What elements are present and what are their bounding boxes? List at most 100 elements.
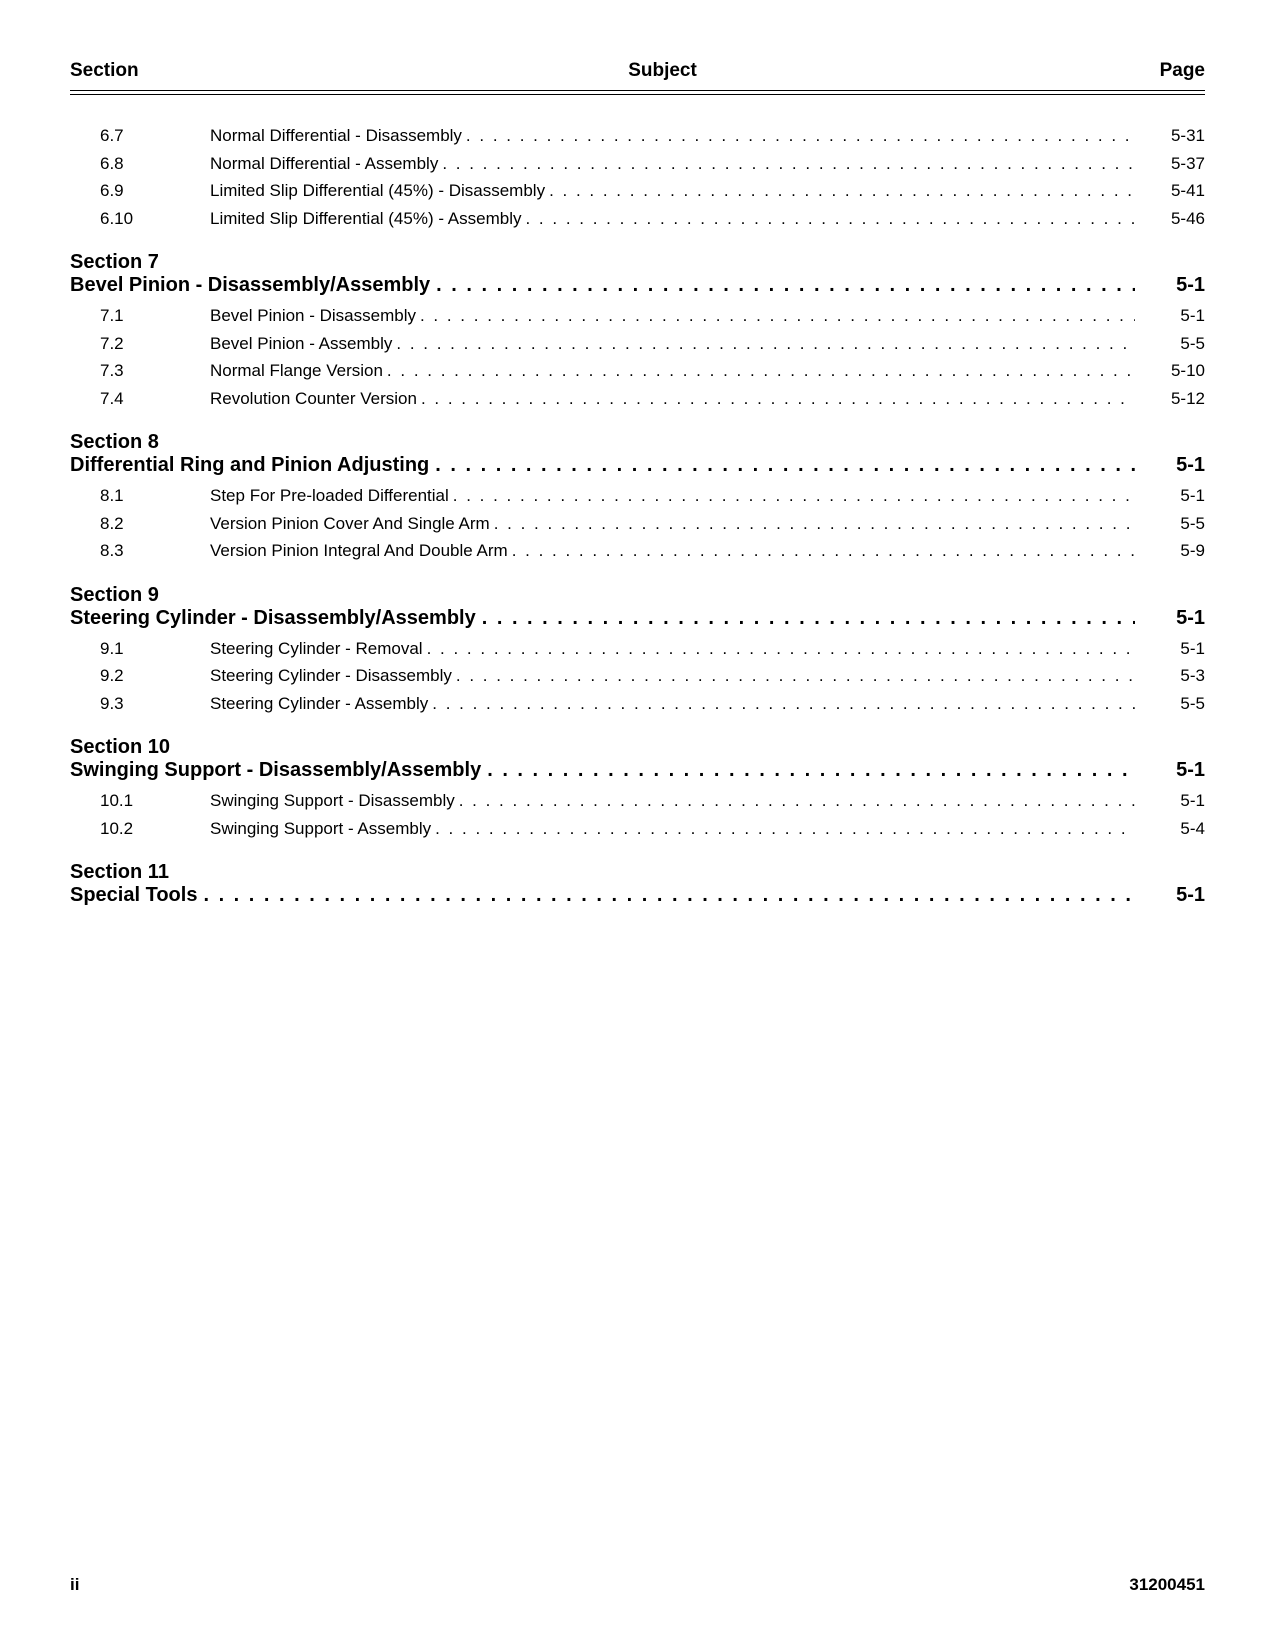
toc-entry-page: 5-41: [1135, 178, 1205, 204]
toc-entry-page: 5-46: [1135, 206, 1205, 232]
toc-entry-number: 8.2: [70, 511, 210, 537]
toc-entry-number: 7.4: [70, 386, 210, 412]
toc-entry: 9.3Steering Cylinder - Assembly. . . . .…: [70, 691, 1205, 717]
toc-entry: 8.2Version Pinion Cover And Single Arm. …: [70, 511, 1205, 537]
toc-dot-leader: . . . . . . . . . . . . . . . . . . . . …: [476, 607, 1135, 630]
toc-entry: 8.1Step For Pre-loaded Differential. . .…: [70, 483, 1205, 509]
toc-dot-leader: . . . . . . . . . . . . . . . . . . . . …: [462, 123, 1135, 149]
toc-entry-page: 5-5: [1135, 511, 1205, 537]
toc-entry-number: 7.1: [70, 303, 210, 329]
toc-dot-leader: . . . . . . . . . . . . . . . . . . . . …: [455, 788, 1135, 814]
section-heading: Section 11Special Tools. . . . . . . . .…: [70, 861, 1205, 907]
toc-entry-page: 5-4: [1135, 816, 1205, 842]
section-heading-row: Bevel Pinion - Disassembly/Assembly. . .…: [70, 274, 1205, 297]
toc-entry-title: Normal Differential - Assembly: [210, 151, 438, 177]
toc-entry-title: Revolution Counter Version: [210, 386, 417, 412]
toc-entry: 9.2Steering Cylinder - Disassembly. . . …: [70, 663, 1205, 689]
toc-entry: 7.2Bevel Pinion - Assembly. . . . . . . …: [70, 331, 1205, 357]
toc-entry-page: 5-12: [1135, 386, 1205, 412]
header-double-rule: [70, 90, 1205, 95]
toc-entry-page: 5-9: [1135, 538, 1205, 564]
toc-dot-leader: . . . . . . . . . . . . . . . . . . . . …: [430, 274, 1135, 297]
section-heading-page: 5-1: [1135, 884, 1205, 907]
section-heading-title: Steering Cylinder - Disassembly/Assembly: [70, 607, 476, 630]
toc-entry-title: Step For Pre-loaded Differential: [210, 483, 449, 509]
toc-entry-page: 5-3: [1135, 663, 1205, 689]
toc-entry: 6.8Normal Differential - Assembly. . . .…: [70, 151, 1205, 177]
toc-dot-leader: . . . . . . . . . . . . . . . . . . . . …: [416, 303, 1135, 329]
toc-entry: 7.4Revolution Counter Version. . . . . .…: [70, 386, 1205, 412]
toc-entry-page: 5-1: [1135, 303, 1205, 329]
section-heading: Section 7Bevel Pinion - Disassembly/Asse…: [70, 251, 1205, 297]
toc-entry-title: Normal Flange Version: [210, 358, 383, 384]
section-heading-number: Section 10: [70, 736, 1205, 759]
toc-dot-leader: . . . . . . . . . . . . . . . . . . . . …: [431, 816, 1135, 842]
toc-dot-leader: . . . . . . . . . . . . . . . . . . . . …: [490, 511, 1135, 537]
toc-entry-page: 5-1: [1135, 636, 1205, 662]
section-heading-row: Swinging Support - Disassembly/Assembly.…: [70, 759, 1205, 782]
toc-dot-leader: . . . . . . . . . . . . . . . . . . . . …: [392, 331, 1135, 357]
header-section-label: Section: [70, 60, 220, 82]
header-page-label: Page: [1105, 60, 1205, 82]
toc-entry-number: 6.9: [70, 178, 210, 204]
footer-page-number: ii: [70, 1575, 79, 1595]
toc-entry: 10.1Swinging Support - Disassembly. . . …: [70, 788, 1205, 814]
toc-entry-title: Limited Slip Differential (45%) - Assemb…: [210, 206, 521, 232]
section-heading-number: Section 7: [70, 251, 1205, 274]
toc-dot-leader: . . . . . . . . . . . . . . . . . . . . …: [428, 691, 1135, 717]
toc-entry-title: Version Pinion Cover And Single Arm: [210, 511, 490, 537]
toc-entry-number: 10.1: [70, 788, 210, 814]
toc-entry: 7.1Bevel Pinion - Disassembly. . . . . .…: [70, 303, 1205, 329]
toc-dot-leader: . . . . . . . . . . . . . . . . . . . . …: [481, 759, 1135, 782]
toc-entry-title: Swinging Support - Disassembly: [210, 788, 455, 814]
toc-entry-title: Swinging Support - Assembly: [210, 816, 431, 842]
toc-entry-page: 5-37: [1135, 151, 1205, 177]
toc-entry-number: 9.1: [70, 636, 210, 662]
section-heading-title: Differential Ring and Pinion Adjusting: [70, 454, 429, 477]
toc-entry-number: 9.2: [70, 663, 210, 689]
toc-entry-title: Steering Cylinder - Assembly: [210, 691, 428, 717]
section-heading-page: 5-1: [1135, 274, 1205, 297]
toc-entry: 8.3Version Pinion Integral And Double Ar…: [70, 538, 1205, 564]
toc-entry-number: 7.3: [70, 358, 210, 384]
section-heading-page: 5-1: [1135, 607, 1205, 630]
section-heading-number: Section 8: [70, 431, 1205, 454]
section-heading-title: Special Tools: [70, 884, 197, 907]
toc-entry-number: 10.2: [70, 816, 210, 842]
toc-entry-title: Limited Slip Differential (45%) - Disass…: [210, 178, 545, 204]
toc-entry-page: 5-10: [1135, 358, 1205, 384]
toc-entry-title: Bevel Pinion - Assembly: [210, 331, 392, 357]
toc-entry-number: 8.1: [70, 483, 210, 509]
toc-entry-title: Steering Cylinder - Removal: [210, 636, 423, 662]
toc-entry: 7.3Normal Flange Version. . . . . . . . …: [70, 358, 1205, 384]
toc-dot-leader: . . . . . . . . . . . . . . . . . . . . …: [452, 663, 1135, 689]
toc-entry-number: 9.3: [70, 691, 210, 717]
toc-dot-leader: . . . . . . . . . . . . . . . . . . . . …: [383, 358, 1135, 384]
toc-entry-page: 5-31: [1135, 123, 1205, 149]
section-heading-page: 5-1: [1135, 759, 1205, 782]
toc-dot-leader: . . . . . . . . . . . . . . . . . . . . …: [423, 636, 1135, 662]
page-footer: ii 31200451: [70, 1575, 1205, 1595]
toc-body: 6.7Normal Differential - Disassembly. . …: [70, 123, 1205, 907]
toc-entry-number: 8.3: [70, 538, 210, 564]
toc-entry-page: 5-5: [1135, 691, 1205, 717]
toc-entry-title: Steering Cylinder - Disassembly: [210, 663, 452, 689]
toc-entry-number: 6.8: [70, 151, 210, 177]
section-heading-row: Special Tools. . . . . . . . . . . . . .…: [70, 884, 1205, 907]
toc-entry-page: 5-1: [1135, 483, 1205, 509]
toc-dot-leader: . . . . . . . . . . . . . . . . . . . . …: [197, 884, 1135, 907]
toc-entry-page: 5-1: [1135, 788, 1205, 814]
toc-header-row: Section Subject Page: [70, 60, 1205, 90]
toc-dot-leader: . . . . . . . . . . . . . . . . . . . . …: [545, 178, 1135, 204]
toc-dot-leader: . . . . . . . . . . . . . . . . . . . . …: [417, 386, 1135, 412]
toc-entry-title: Bevel Pinion - Disassembly: [210, 303, 416, 329]
section-heading-row: Differential Ring and Pinion Adjusting. …: [70, 454, 1205, 477]
toc-entry: 6.7Normal Differential - Disassembly. . …: [70, 123, 1205, 149]
toc-entry-number: 7.2: [70, 331, 210, 357]
section-heading-number: Section 9: [70, 584, 1205, 607]
toc-entry-number: 6.10: [70, 206, 210, 232]
toc-dot-leader: . . . . . . . . . . . . . . . . . . . . …: [438, 151, 1135, 177]
toc-dot-leader: . . . . . . . . . . . . . . . . . . . . …: [521, 206, 1135, 232]
toc-entry-page: 5-5: [1135, 331, 1205, 357]
footer-doc-number: 31200451: [1129, 1575, 1205, 1595]
